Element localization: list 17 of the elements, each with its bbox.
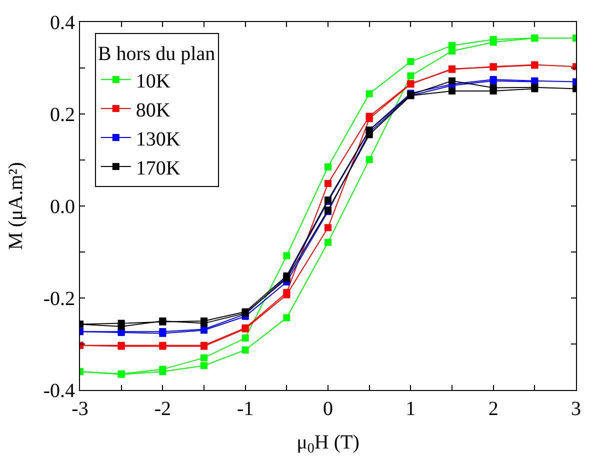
x-tick-label: 2 (488, 398, 498, 420)
x-tick-label: 3 (571, 398, 581, 420)
x-axis-title: μ$_{0}$H (T) (296, 432, 360, 457)
legend-label: 10K (136, 70, 171, 92)
y-axis-title: M (μA.m²) (4, 162, 27, 250)
y-tick-label: 0.0 (50, 196, 75, 218)
legend-label: 170K (136, 157, 181, 180)
legend-title: B hors du plan (98, 43, 216, 66)
y-tick-label: -0.2 (43, 288, 75, 310)
legend-label: 130K (136, 128, 181, 150)
y-tick-label: 0.4 (50, 12, 75, 34)
legend-label: 80K (136, 99, 171, 122)
x-tick-label: -2 (154, 398, 172, 420)
x-tick-label: 0 (323, 398, 333, 420)
y-tick-label: 0.2 (50, 104, 75, 126)
x-tick-label: 1 (406, 398, 416, 420)
x-tick-label: -1 (236, 398, 254, 420)
